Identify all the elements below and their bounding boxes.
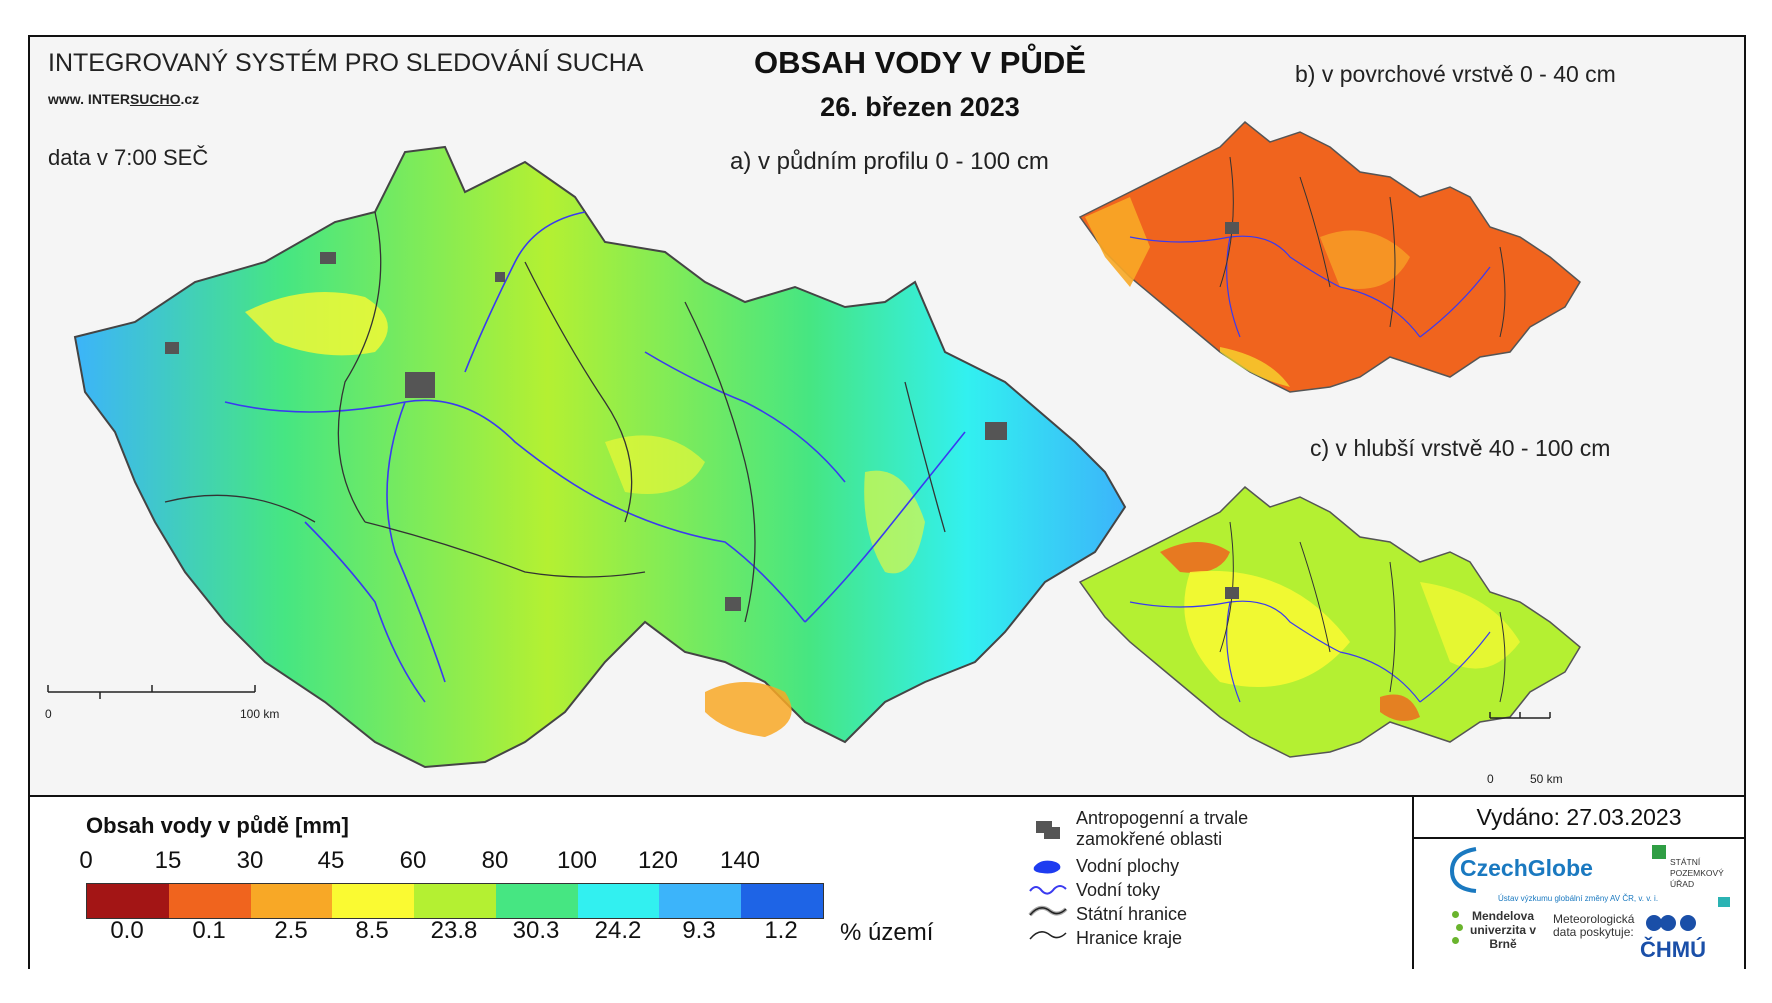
czechglobe-subtitle: Ústav výzkumu globální změny AV ČR, v. v… — [1498, 894, 1659, 903]
legend-tick: 60 — [399, 847, 427, 874]
legend-title: Obsah vody v půdě [mm] — [86, 813, 349, 838]
legend-swatch — [414, 884, 496, 918]
legend-swatch — [741, 884, 824, 918]
region-border-icon — [1029, 931, 1067, 940]
legend-percent: 1.2 — [764, 917, 798, 944]
mendel-logo: Mendelova univerzita v Brně — [1469, 909, 1537, 951]
map-a-label: a) v půdním profilu 0 - 100 cm — [730, 148, 1049, 175]
legend-tick: 80 — [481, 847, 509, 874]
map-b-label: b) v povrchové vrstvě 0 - 40 cm — [1295, 61, 1616, 87]
region-border-label: Hranice kraje — [1076, 928, 1183, 948]
legend-color-bar — [86, 883, 824, 919]
legend-swatch — [250, 884, 333, 918]
legend-percent: 8.5 — [355, 917, 389, 944]
water-body-label: Vodní plochy — [1076, 856, 1180, 876]
legend-tick: 100 — [556, 847, 598, 874]
legend-tick: 45 — [317, 847, 345, 874]
czechglobe-logo: CzechGlobe — [1460, 855, 1593, 881]
website-underlined: SUCHO — [129, 91, 181, 107]
main-title: OBSAH VODY V PŮDĚ — [754, 45, 1086, 80]
legend-tick: 120 — [637, 847, 679, 874]
spu-accent-icon — [1718, 897, 1730, 907]
urban-areas-a — [165, 252, 1007, 611]
legend-panel: Obsah vody v půdě [mm] 0 15 30 45 60 80 … — [30, 795, 1744, 969]
legend-tick: 30 — [236, 847, 264, 874]
country-shape-a — [73, 145, 1127, 769]
legend-swatch — [659, 884, 742, 918]
map-b — [1078, 120, 1581, 393]
legend-tick: 15 — [154, 847, 182, 874]
legend-percent: 24.2 — [594, 917, 642, 944]
legend-percent-unit: % území — [840, 919, 934, 946]
scale-main-start: 0 — [45, 707, 52, 721]
legend-swatch — [168, 884, 251, 918]
legend-swatch — [577, 884, 660, 918]
surface-yellow-south — [1220, 347, 1290, 387]
state-border-icon — [1028, 905, 1068, 917]
urban-c — [1225, 587, 1239, 599]
data-time: data v 7:00 SEČ — [48, 145, 209, 170]
scale-main-end: 100 km — [240, 707, 280, 721]
date-title: 26. březen 2023 — [820, 92, 1020, 122]
chmu-logo-icon — [1646, 915, 1696, 931]
deep-yellow-east — [1420, 582, 1520, 669]
river-label: Vodní toky — [1076, 880, 1161, 900]
spu-logo: STÁTNÍ POZEMKOVÝ ÚŘAD — [1670, 857, 1724, 889]
region-borders-a — [164, 211, 946, 623]
urban-symbol-label: Antropogenní a trvale zamokřené oblasti — [1076, 808, 1249, 849]
dry-area-south — [705, 682, 792, 737]
website-prefix: www. INTER — [48, 91, 130, 107]
map-frame: INTEGROVANÝ SYSTÉM PRO SLEDOVÁNÍ SUCHA w… — [28, 35, 1746, 969]
surface-yellow-west — [1085, 197, 1150, 287]
legend-percent: 23.8 — [430, 917, 478, 944]
spu-logo-icon — [1652, 845, 1666, 859]
dry-area-moravia — [864, 470, 925, 574]
dry-area-north — [245, 292, 388, 356]
urban-symbol-icon — [1036, 821, 1060, 839]
issued-date: Vydáno: 27.03.2023 — [1414, 797, 1744, 839]
legend-swatch — [495, 884, 578, 918]
legend-swatch — [332, 884, 415, 918]
surface-orange-center — [1320, 230, 1410, 289]
legend-percent: 0.1 — [192, 917, 226, 944]
legend-percent: 30.3 — [512, 917, 560, 944]
scale-bar-small — [1489, 712, 1551, 719]
water-body-icon — [1033, 860, 1061, 874]
website-suffix: .cz — [180, 91, 200, 107]
legend-percent: 9.3 — [682, 917, 716, 944]
system-title: INTEGROVANÝ SYSTÉM PRO SLEDOVÁNÍ SUCHA — [48, 49, 644, 77]
website-link[interactable]: www. INTERSUCHO.cz — [48, 91, 199, 107]
legend-tick: 0 — [79, 847, 93, 874]
legend-percent: 0.0 — [110, 917, 144, 944]
chmu-logo: ČHMÚ — [1640, 937, 1706, 962]
legend-swatch — [87, 884, 169, 918]
scale-small-end: 50 km — [1530, 772, 1563, 786]
scale-small-start: 0 — [1487, 772, 1494, 786]
map-a — [47, 145, 1127, 769]
legend-tick: 140 — [719, 847, 761, 874]
deep-orange-north — [1160, 542, 1230, 573]
rivers-a — [224, 211, 966, 703]
rivers-b — [1129, 235, 1491, 338]
deep-yellow-center — [1184, 570, 1350, 687]
met-data-text: Meteorologická data poskytuje: — [1553, 912, 1635, 939]
czechglobe-logo-icon — [1449, 847, 1477, 893]
map-c — [1078, 485, 1581, 758]
rivers-c — [1129, 600, 1491, 703]
river-icon — [1029, 885, 1067, 895]
urban-b — [1225, 222, 1239, 234]
legend-percent: 2.5 — [274, 917, 308, 944]
state-border-label: Státní hranice — [1076, 904, 1188, 924]
dry-area-central — [605, 435, 705, 494]
map-c-label: c) v hlubší vrstvě 40 - 100 cm — [1310, 435, 1611, 461]
footer-divider — [1412, 797, 1414, 969]
scale-bar-main — [47, 685, 256, 699]
deep-orange-south — [1380, 694, 1420, 721]
mendel-dots-icon — [1452, 911, 1463, 961]
